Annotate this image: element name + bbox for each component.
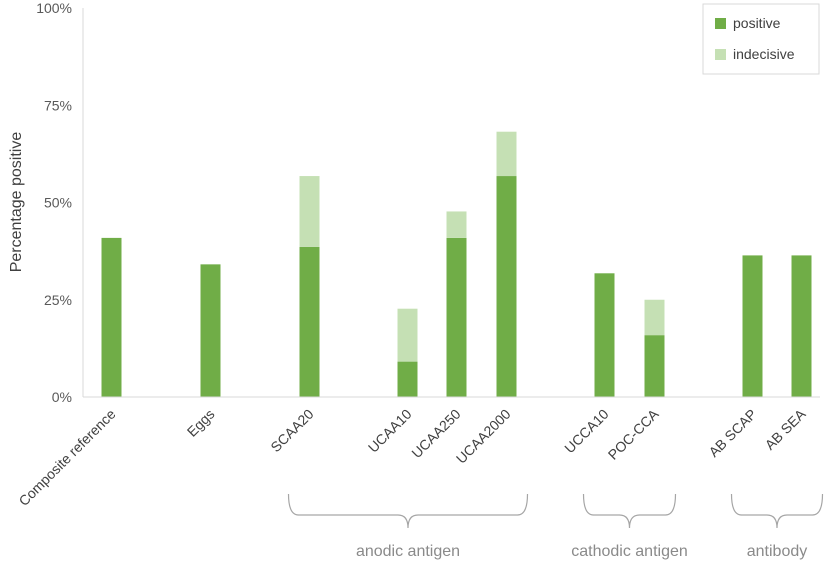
category-label: SCAA20 [267,406,316,455]
group-label: cathodic antigen [571,543,688,560]
bar-positive-7 [594,273,615,397]
category-label: AB SCAP [705,406,759,460]
category-label: UCAA2000 [453,406,514,467]
y-axis-title: Percentage positive [8,132,25,273]
category-label: AB SEA [762,405,810,453]
y-tick-label: 0% [52,389,72,405]
group-label: antibody [747,543,808,560]
bar-indecisive-3 [299,176,320,247]
bar-positive-5 [446,237,467,397]
y-tick-label: 75% [44,97,72,113]
y-tick-label: 50% [44,195,72,211]
bar-positive-9 [742,255,763,397]
bar-positive-10 [791,255,812,397]
legend-label-positive: positive [733,15,781,31]
legend-label-indecisive: indecisive [733,46,795,62]
bar-positive-6 [496,176,517,397]
y-tick-label: 25% [44,292,72,308]
legend-box [702,3,820,75]
category-label: UCAA10 [365,406,415,456]
legend-swatch-indecisive [715,49,726,60]
bar-indecisive-5 [446,211,467,238]
category-label: UCCA10 [561,406,612,457]
group-brace [582,493,677,529]
legend-swatch-positive [715,18,726,29]
bar-positive-8 [644,335,665,397]
group-label: anodic antigen [356,543,460,560]
group-brace [287,493,529,529]
category-label: Composite reference [15,406,118,509]
group-brace [730,493,824,529]
bar-indecisive-6 [496,131,517,177]
bar-positive-3 [299,246,320,397]
y-tick-label: 100% [36,0,72,16]
bar-indecisive-4 [397,308,418,362]
bar-positive-4 [397,361,418,397]
category-label: POC-CCA [605,405,662,462]
bar-indecisive-8 [644,299,665,336]
category-label: Eggs [184,406,218,440]
bar-positive-1 [101,237,122,397]
bar-positive-2 [200,264,221,397]
